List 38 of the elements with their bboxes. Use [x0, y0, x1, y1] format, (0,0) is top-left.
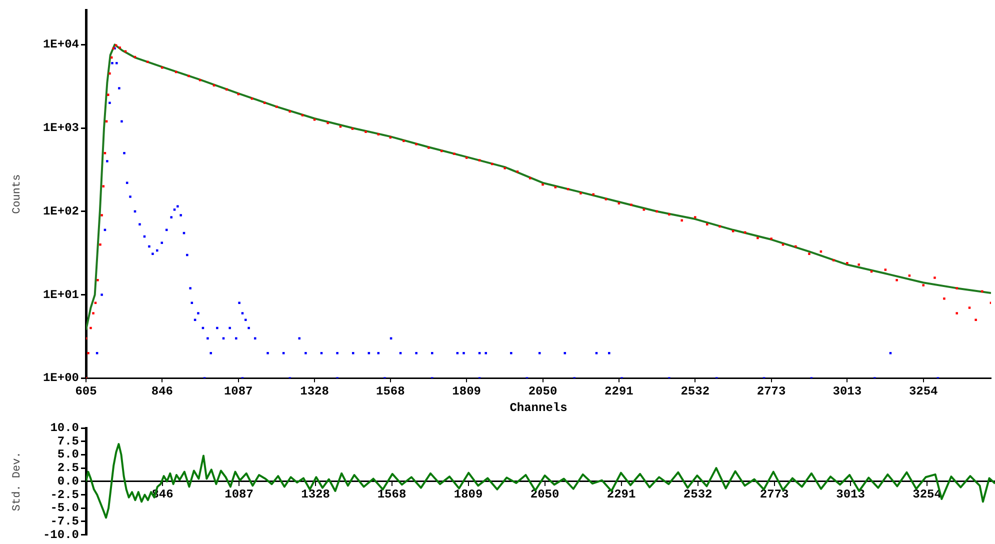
y-tick-label: 1E+03 [42, 121, 79, 136]
y-axis-title: Counts [12, 174, 24, 214]
y-tick-label: -5.0 [50, 501, 79, 516]
x-tick-label: 1087 [224, 384, 253, 398]
x-tick-label: 1568 [376, 384, 405, 398]
y-tick-label: 2.5 [57, 461, 79, 476]
y-axis-title: Std. Dev. [12, 452, 24, 512]
x-tick-label: 1809 [454, 488, 483, 502]
y-tick-label: -7.5 [50, 514, 79, 528]
y-tick-label: 0.0 [57, 474, 79, 488]
x-tick-label: 2773 [756, 384, 786, 398]
x-tick-label: 3254 [908, 384, 938, 398]
x-tick-label: 3013 [836, 488, 865, 502]
x-tick-label: 846 [151, 384, 173, 398]
x-tick-label: 1809 [452, 384, 481, 398]
y-tick-label: -2.5 [50, 488, 79, 502]
y-tick-label: 7.5 [57, 434, 79, 448]
x-tick-label: 2532 [680, 384, 710, 398]
y-tick-label: 1E+01 [42, 288, 79, 302]
x-tick-label: 605 [75, 384, 97, 398]
x-tick-label: 2050 [528, 384, 558, 398]
x-axis-title: Channels [510, 400, 568, 415]
x-tick-label: 3013 [832, 384, 862, 398]
x-tick-label: 1328 [300, 384, 329, 398]
y-tick-label: 10.0 [50, 421, 79, 436]
x-tick-label: 2291 [604, 384, 634, 398]
x-tick-label: 1568 [377, 488, 406, 502]
y-tick-label: 1E+00 [42, 371, 79, 386]
x-tick-label: 1328 [301, 488, 330, 502]
x-tick-label: 2532 [683, 488, 712, 502]
x-tick-label: 2050 [530, 488, 560, 502]
x-tick-label: 2773 [760, 488, 789, 502]
x-tick-label: 1087 [224, 488, 254, 502]
y-tick-label: 1E+04 [42, 38, 79, 52]
y-tick-label: 5.0 [57, 448, 79, 462]
y-tick-label: 1E+02 [42, 204, 79, 218]
x-tick-label: 2291 [606, 488, 636, 502]
y-tick-label: -10.0 [42, 528, 79, 542]
